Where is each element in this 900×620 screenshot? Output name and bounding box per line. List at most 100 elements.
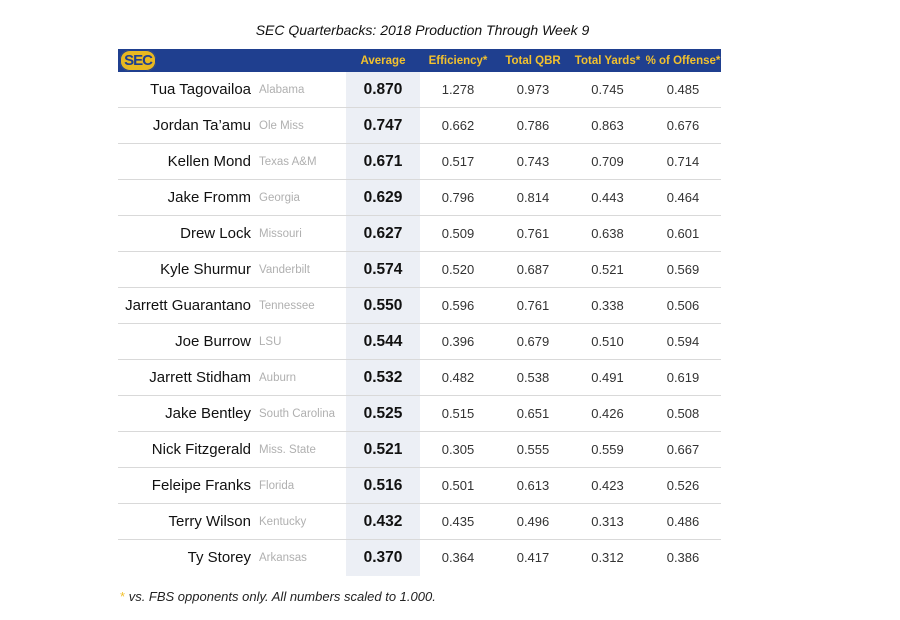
total-yards-value: 0.863 (591, 118, 624, 133)
player-name: Joe Burrow (175, 333, 251, 350)
school-name: Florida (259, 480, 295, 492)
player-name: Jarrett Stidham (149, 369, 251, 386)
total-qbr-value: 0.761 (516, 226, 550, 241)
efficiency-value: 0.482 (441, 370, 475, 385)
stats-table: SEC Average Efficiency* Total QBR Total … (118, 49, 721, 576)
efficiency-value: 0.509 (441, 226, 475, 241)
school-name: Vanderbilt (259, 264, 310, 276)
school-name: Alabama (259, 84, 305, 96)
player-name: Ty Storey (187, 549, 251, 566)
pct-offense-value: 0.569 (666, 262, 700, 277)
pct-offense-value: 0.508 (666, 406, 700, 421)
school-name: Georgia (259, 192, 300, 204)
header-average: Average (360, 55, 406, 67)
total-qbr-value: 0.538 (516, 370, 550, 385)
header-efficiency: Efficiency* (428, 55, 488, 67)
player-name: Nick Fitzgerald (151, 441, 251, 458)
school-name: Auburn (259, 372, 297, 384)
average-value: 0.629 (363, 189, 403, 206)
table-row: Jarrett Guarantano Tennessee 0.550 0.596 0.7… (118, 288, 721, 324)
average-value: 0.516 (363, 477, 403, 494)
table-row: Ty Storey Arkansas 0.370 0.364 0.417 0.312 0.3… (118, 540, 721, 576)
table-row: Joe Burrow LSU 0.544 0.396 0.679 0.510 0.594 (118, 324, 721, 360)
pct-offense-value: 0.676 (666, 118, 700, 133)
player-name: Jordan Ta’amu (152, 117, 251, 134)
player-name: Jake Bentley (165, 405, 251, 422)
table-row: Jake Fromm Georgia 0.629 0.796 0.814 0.443 0.4… (118, 180, 721, 216)
total-qbr-value: 0.973 (516, 82, 550, 97)
efficiency-value: 0.364 (441, 550, 475, 565)
total-yards-value: 0.709 (591, 154, 624, 169)
player-name: Tua Tagovailoa (150, 81, 251, 98)
table-row: Jake Bentley South Carolina 0.525 0.515 0.65… (118, 396, 721, 432)
total-qbr-value: 0.496 (516, 514, 550, 529)
school-name: Kentucky (259, 516, 307, 528)
total-qbr-value: 0.814 (516, 190, 550, 205)
average-value: 0.432 (363, 513, 403, 530)
table-row: Tua Tagovailoa Alabama 0.870 1.278 0.973 0.74… (118, 72, 721, 108)
average-value: 0.574 (363, 261, 403, 278)
average-value: 0.525 (363, 405, 403, 422)
table-row: Drew Lock Missouri 0.627 0.509 0.761 0.638 0.6… (118, 216, 721, 252)
table-row: Jordan Ta’amu Ole Miss 0.747 0.662 0.786 0.86… (118, 108, 721, 144)
efficiency-value: 0.520 (441, 262, 475, 277)
average-value: 0.370 (363, 549, 403, 566)
total-yards-value: 0.510 (591, 334, 624, 349)
pct-offense-value: 0.506 (666, 298, 700, 313)
total-yards-value: 0.312 (591, 550, 624, 565)
average-value: 0.532 (363, 369, 403, 386)
total-yards-value: 0.443 (591, 190, 624, 205)
total-qbr-value: 0.555 (516, 442, 550, 457)
average-value: 0.550 (363, 297, 403, 314)
header-pct-offense: % of Offense* (645, 55, 721, 67)
school-name: Tennessee (259, 300, 315, 312)
pct-offense-value: 0.485 (666, 82, 700, 97)
pct-offense-value: 0.486 (666, 514, 700, 529)
player-name: Jarrett Guarantano (125, 297, 251, 314)
school-name: Ole Miss (259, 120, 304, 132)
efficiency-value: 0.515 (441, 406, 475, 421)
header-total-yards: Total Yards* (574, 55, 641, 67)
school-name: South Carolina (259, 408, 336, 420)
total-yards-value: 0.426 (591, 406, 624, 421)
player-name: Terry Wilson (168, 513, 251, 530)
total-qbr-value: 0.786 (516, 118, 550, 133)
header-total-qbr: Total QBR (505, 55, 561, 67)
efficiency-value: 0.596 (441, 298, 475, 313)
sec-logo: SEC (120, 50, 156, 71)
chart-title: SEC Quarterbacks: 2018 Production Throug… (255, 22, 590, 38)
player-name: Jake Fromm (167, 189, 251, 206)
efficiency-value: 0.517 (441, 154, 475, 169)
total-yards-value: 0.559 (591, 442, 624, 457)
school-name: LSU (259, 336, 282, 348)
total-qbr-value: 0.613 (516, 478, 550, 493)
total-yards-value: 0.521 (591, 262, 624, 277)
total-qbr-value: 0.687 (516, 262, 550, 277)
total-qbr-value: 0.743 (516, 154, 550, 169)
total-yards-value: 0.638 (591, 226, 624, 241)
player-name: Kyle Shurmur (160, 261, 251, 278)
total-yards-value: 0.423 (591, 478, 624, 493)
average-value: 0.747 (363, 117, 403, 134)
total-qbr-value: 0.651 (516, 406, 550, 421)
average-value: 0.521 (363, 441, 403, 458)
table-header: SEC Average Efficiency* Total QBR Total … (118, 49, 721, 72)
average-column-highlight (346, 72, 420, 576)
school-name: Missouri (259, 228, 302, 240)
average-value: 0.627 (363, 225, 403, 242)
total-qbr-value: 0.679 (516, 334, 550, 349)
pct-offense-value: 0.667 (666, 442, 700, 457)
player-name: Kellen Mond (167, 153, 251, 170)
table-body: Tua Tagovailoa Alabama 0.870 1.278 0.973 0.74… (118, 72, 721, 576)
total-yards-value: 0.491 (591, 370, 624, 385)
efficiency-value: 0.435 (441, 514, 475, 529)
total-yards-value: 0.313 (591, 514, 624, 529)
average-value: 0.870 (363, 81, 403, 98)
footnote-star: * (120, 589, 126, 604)
total-yards-value: 0.338 (591, 298, 624, 313)
average-value: 0.671 (363, 153, 403, 170)
player-name: Drew Lock (180, 225, 251, 242)
table-row: Jarrett Stidham Auburn 0.532 0.482 0.538 0.49… (118, 360, 721, 396)
pct-offense-value: 0.714 (666, 154, 700, 169)
school-name: Miss. State (259, 444, 316, 456)
